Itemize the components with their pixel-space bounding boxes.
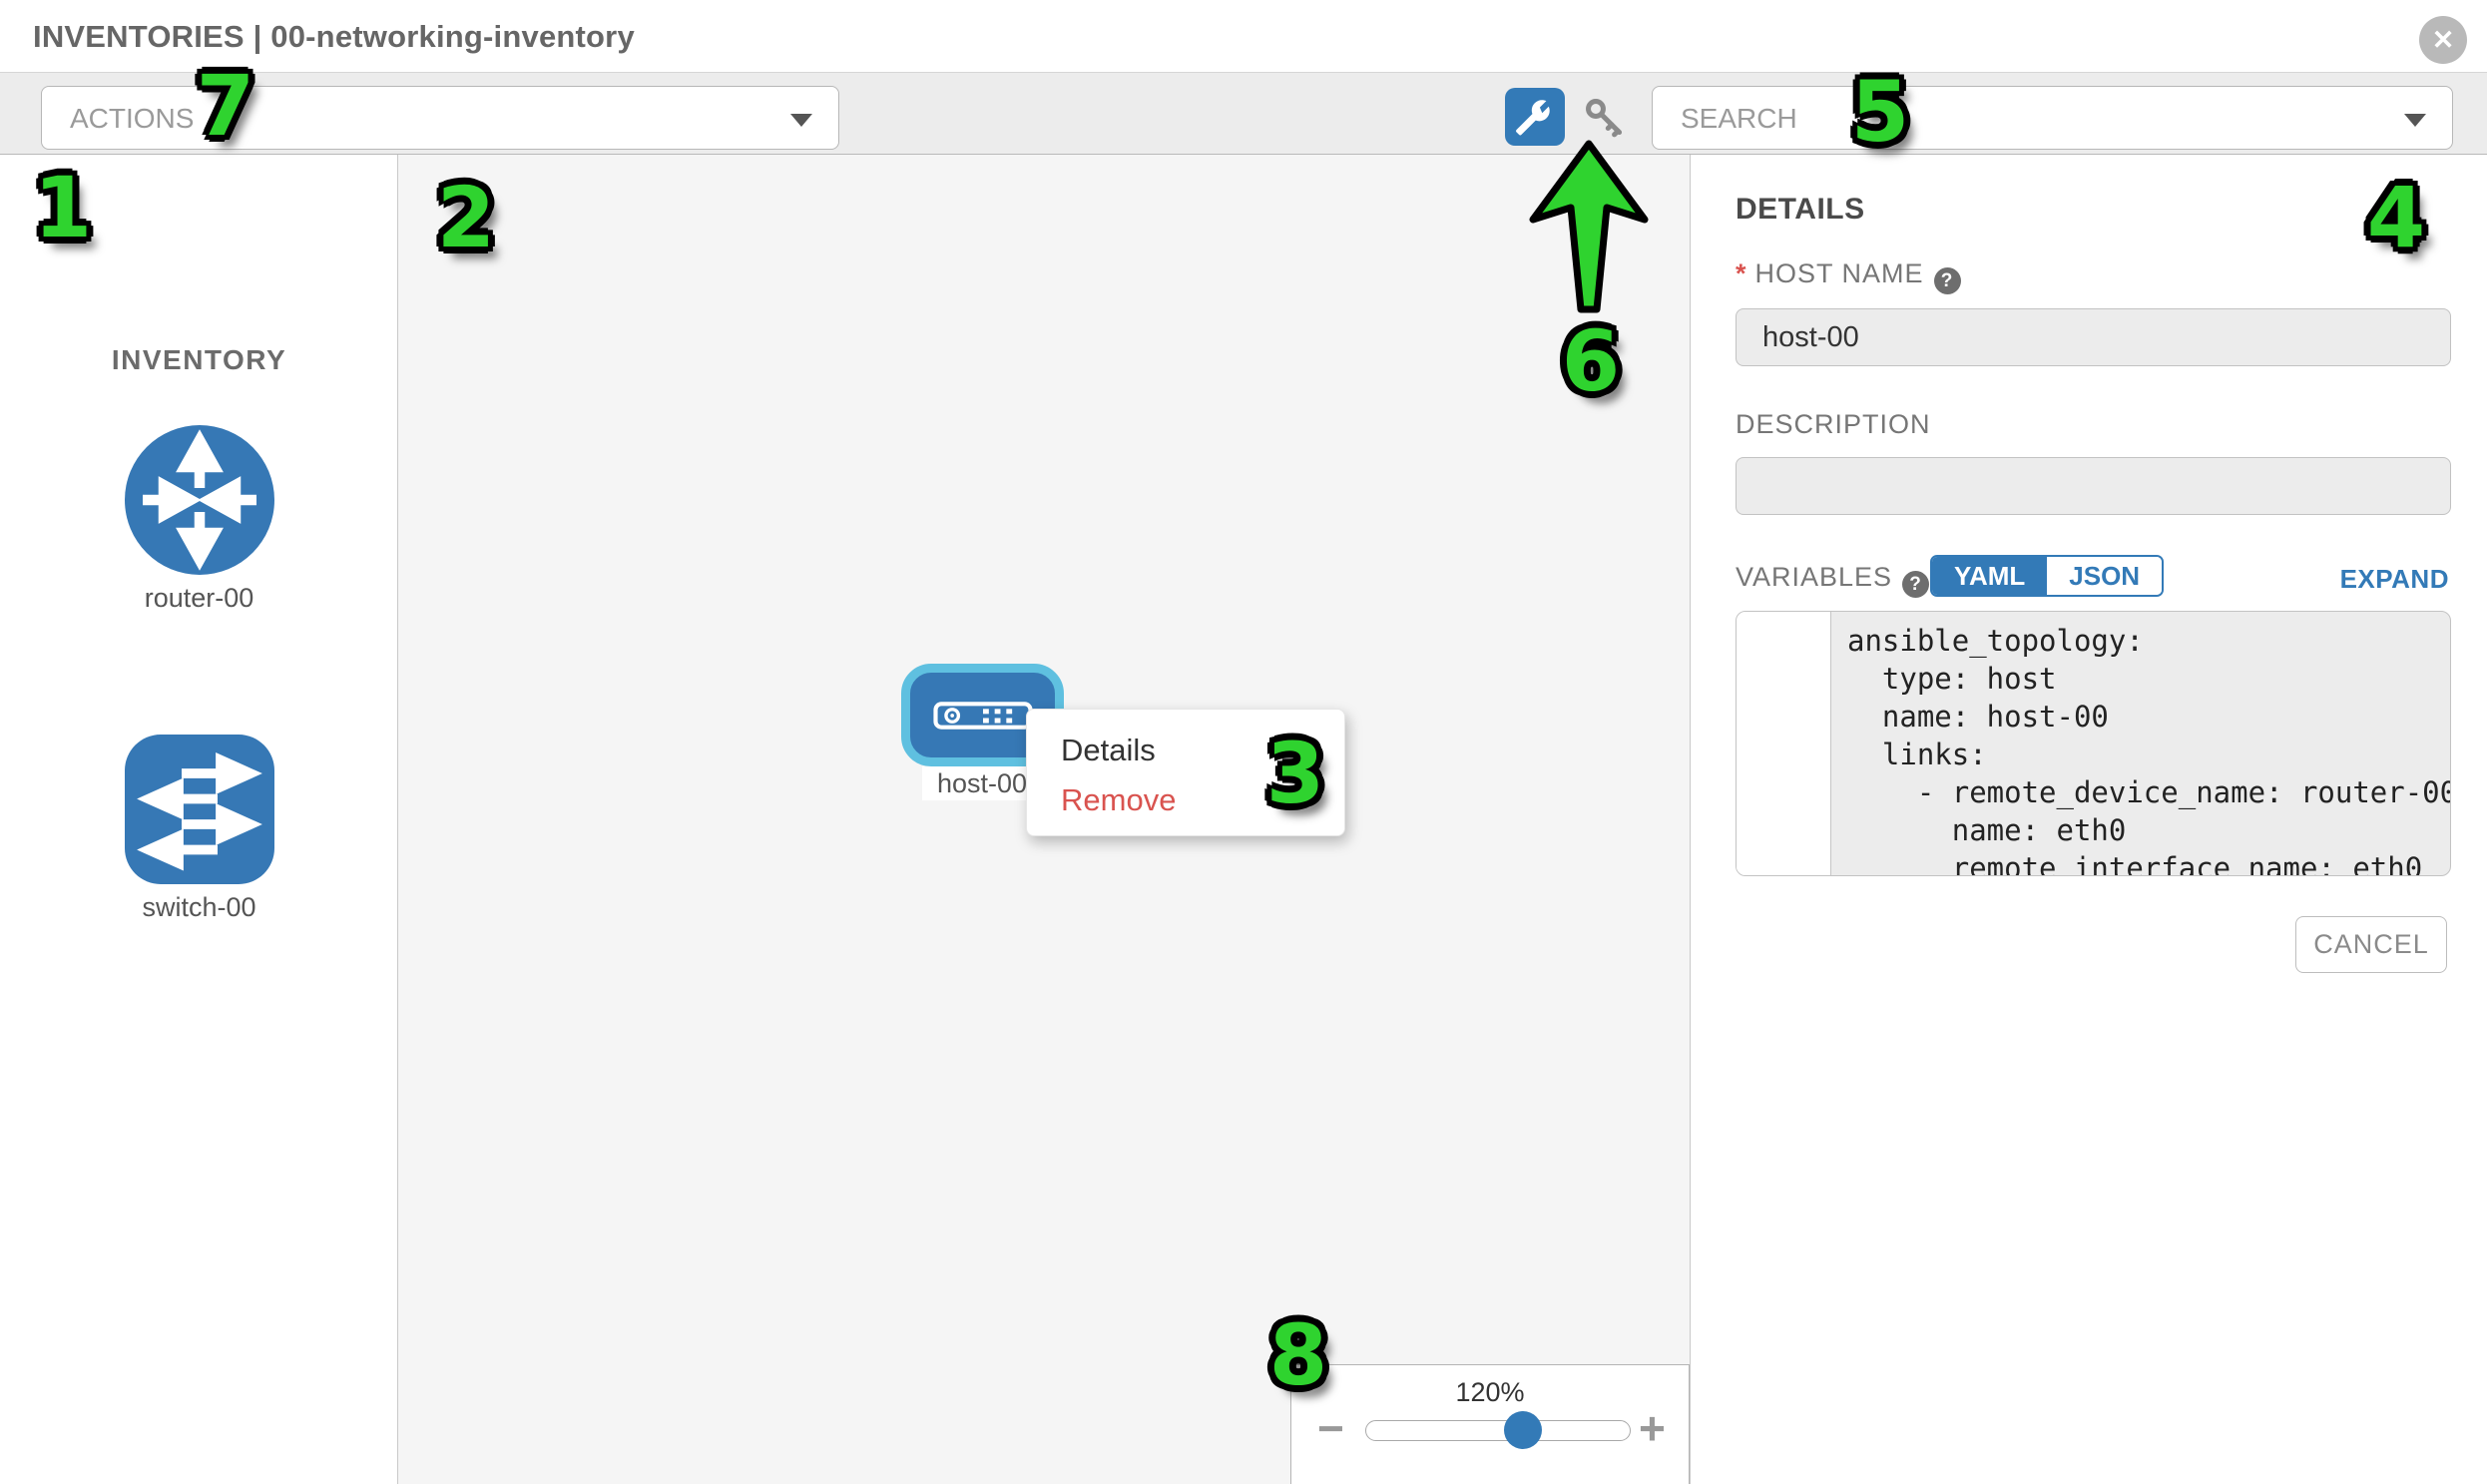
inventory-sidebar: INVENTORY router-00 [0,155,398,1484]
sidebar-title: INVENTORY [111,344,287,375]
variables-label-row: VARIABLES? [1736,562,1930,598]
menu-item-details[interactable]: Details [1061,733,1156,767]
variables-format-toggle: YAML JSON [1930,555,2165,597]
chevron-down-icon [790,114,812,127]
line-code: ansible_topology: [1847,624,2144,658]
search-placeholder: SEARCH [1681,103,1797,134]
line-code: remote_interface_name: eth0 [1847,851,2423,876]
line-code: links: [1847,738,1987,771]
editor-line: 2 type: host [1737,660,2450,698]
chevron-down-icon [2404,114,2426,127]
switch-icon [0,735,398,884]
line-code: type: host [1847,662,2057,696]
help-icon[interactable]: ? [1902,571,1930,598]
editor-line: 3 name: host-00 [1737,698,2450,736]
key-icon [1582,95,1628,141]
zoom-slider-knob[interactable] [1504,1411,1542,1449]
actions-placeholder: ACTIONS [70,103,195,134]
palette-item-switch[interactable]: switch-00 [0,735,398,923]
zoom-level-readout: 120% [1455,1377,1525,1407]
variables-label: VARIABLES [1736,562,1893,592]
wrench-icon [1516,98,1554,136]
variables-code-editor[interactable]: 1ansible_topology: 2 type: host 3 name: … [1736,611,2451,876]
line-code: name: eth0 [1847,813,2127,847]
toolbar: ACTIONS SEARCH [0,72,2487,155]
editor-line: 5 - remote_device_name: router-00 [1737,773,2450,811]
node-label: host-00 [922,766,1042,800]
host-name-label: HOST NAME [1754,258,1924,288]
host-icon [932,701,1033,731]
required-asterisk: * [1736,258,1747,288]
zoom-in-button[interactable]: + [1639,1402,1666,1454]
zoom-control-panel: 120% − + [1290,1364,1690,1484]
editor-rows: 1ansible_topology: 2 type: host 3 name: … [1737,612,2450,876]
topology-canvas[interactable]: host-00 Details Remove 120% − + [398,155,1690,1484]
router-icon [0,425,398,575]
menu-item-remove[interactable]: Remove [1061,782,1177,817]
editor-line: 1ansible_topology: [1737,622,2450,660]
editor-gutter [1737,612,1831,875]
cancel-button[interactable]: CANCEL [2295,916,2447,973]
line-code: - remote_device_name: router-00 [1847,775,2451,809]
line-code: name: host-00 [1847,700,2109,734]
editor-line: 7 remote_interface_name: eth0 [1737,849,2450,876]
editor-line: 4 links: [1737,736,2450,773]
host-name-input[interactable] [1736,308,2451,366]
search-dropdown[interactable]: SEARCH [1652,86,2453,150]
description-input[interactable] [1736,457,2451,515]
page-title: INVENTORIES | 00-networking-inventory [33,19,635,54]
header: INVENTORIES | 00-networking-inventory ✕ [0,0,2487,72]
actions-dropdown[interactable]: ACTIONS [41,86,839,150]
tools-button[interactable] [1505,88,1565,146]
palette-item-router[interactable]: router-00 [0,425,398,614]
credentials-key-button[interactable] [1581,94,1629,142]
details-panel-title: DETAILS [1736,193,1865,226]
help-icon[interactable]: ? [1933,267,1961,294]
zoom-out-button[interactable]: − [1317,1402,1344,1454]
host-name-label-row: * HOST NAME? [1736,258,1961,294]
details-panel: DETAILS *HOST NAME? DESCRIPTION VARIABLE… [1690,155,2487,1484]
editor-line: 6 name: eth0 [1737,811,2450,849]
zoom-slider-track[interactable] [1365,1411,1631,1449]
palette-item-label: switch-00 [142,892,256,922]
expand-link[interactable]: EXPAND [2339,564,2449,594]
close-icon[interactable]: ✕ [2419,16,2467,64]
palette-item-label: router-00 [144,583,254,613]
node-context-menu: Details Remove [1026,709,1345,836]
toggle-yaml[interactable]: YAML [1932,557,2048,595]
toggle-json[interactable]: JSON [2047,557,2163,595]
description-label: DESCRIPTION [1736,409,1931,439]
